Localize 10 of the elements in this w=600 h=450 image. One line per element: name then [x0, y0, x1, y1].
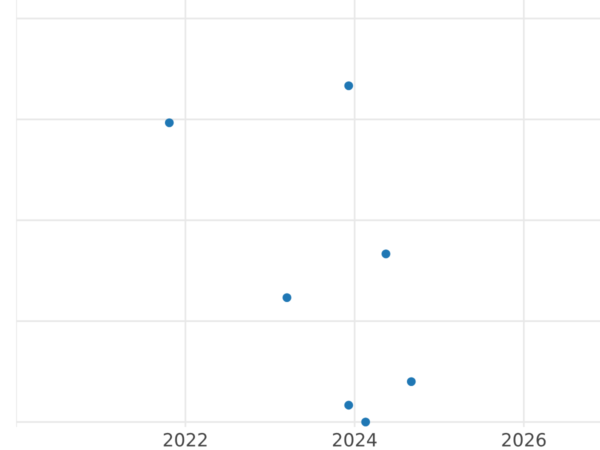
x-tick-label: 2022 — [164, 432, 207, 447]
point — [164, 118, 174, 128]
x-tick-label: 2026 — [502, 432, 546, 447]
point — [282, 293, 292, 302]
point — [344, 81, 354, 90]
point — [361, 418, 370, 426]
point — [406, 377, 416, 386]
x-tick-label: 2024 — [332, 432, 377, 447]
point — [382, 249, 390, 258]
point — [344, 400, 354, 410]
